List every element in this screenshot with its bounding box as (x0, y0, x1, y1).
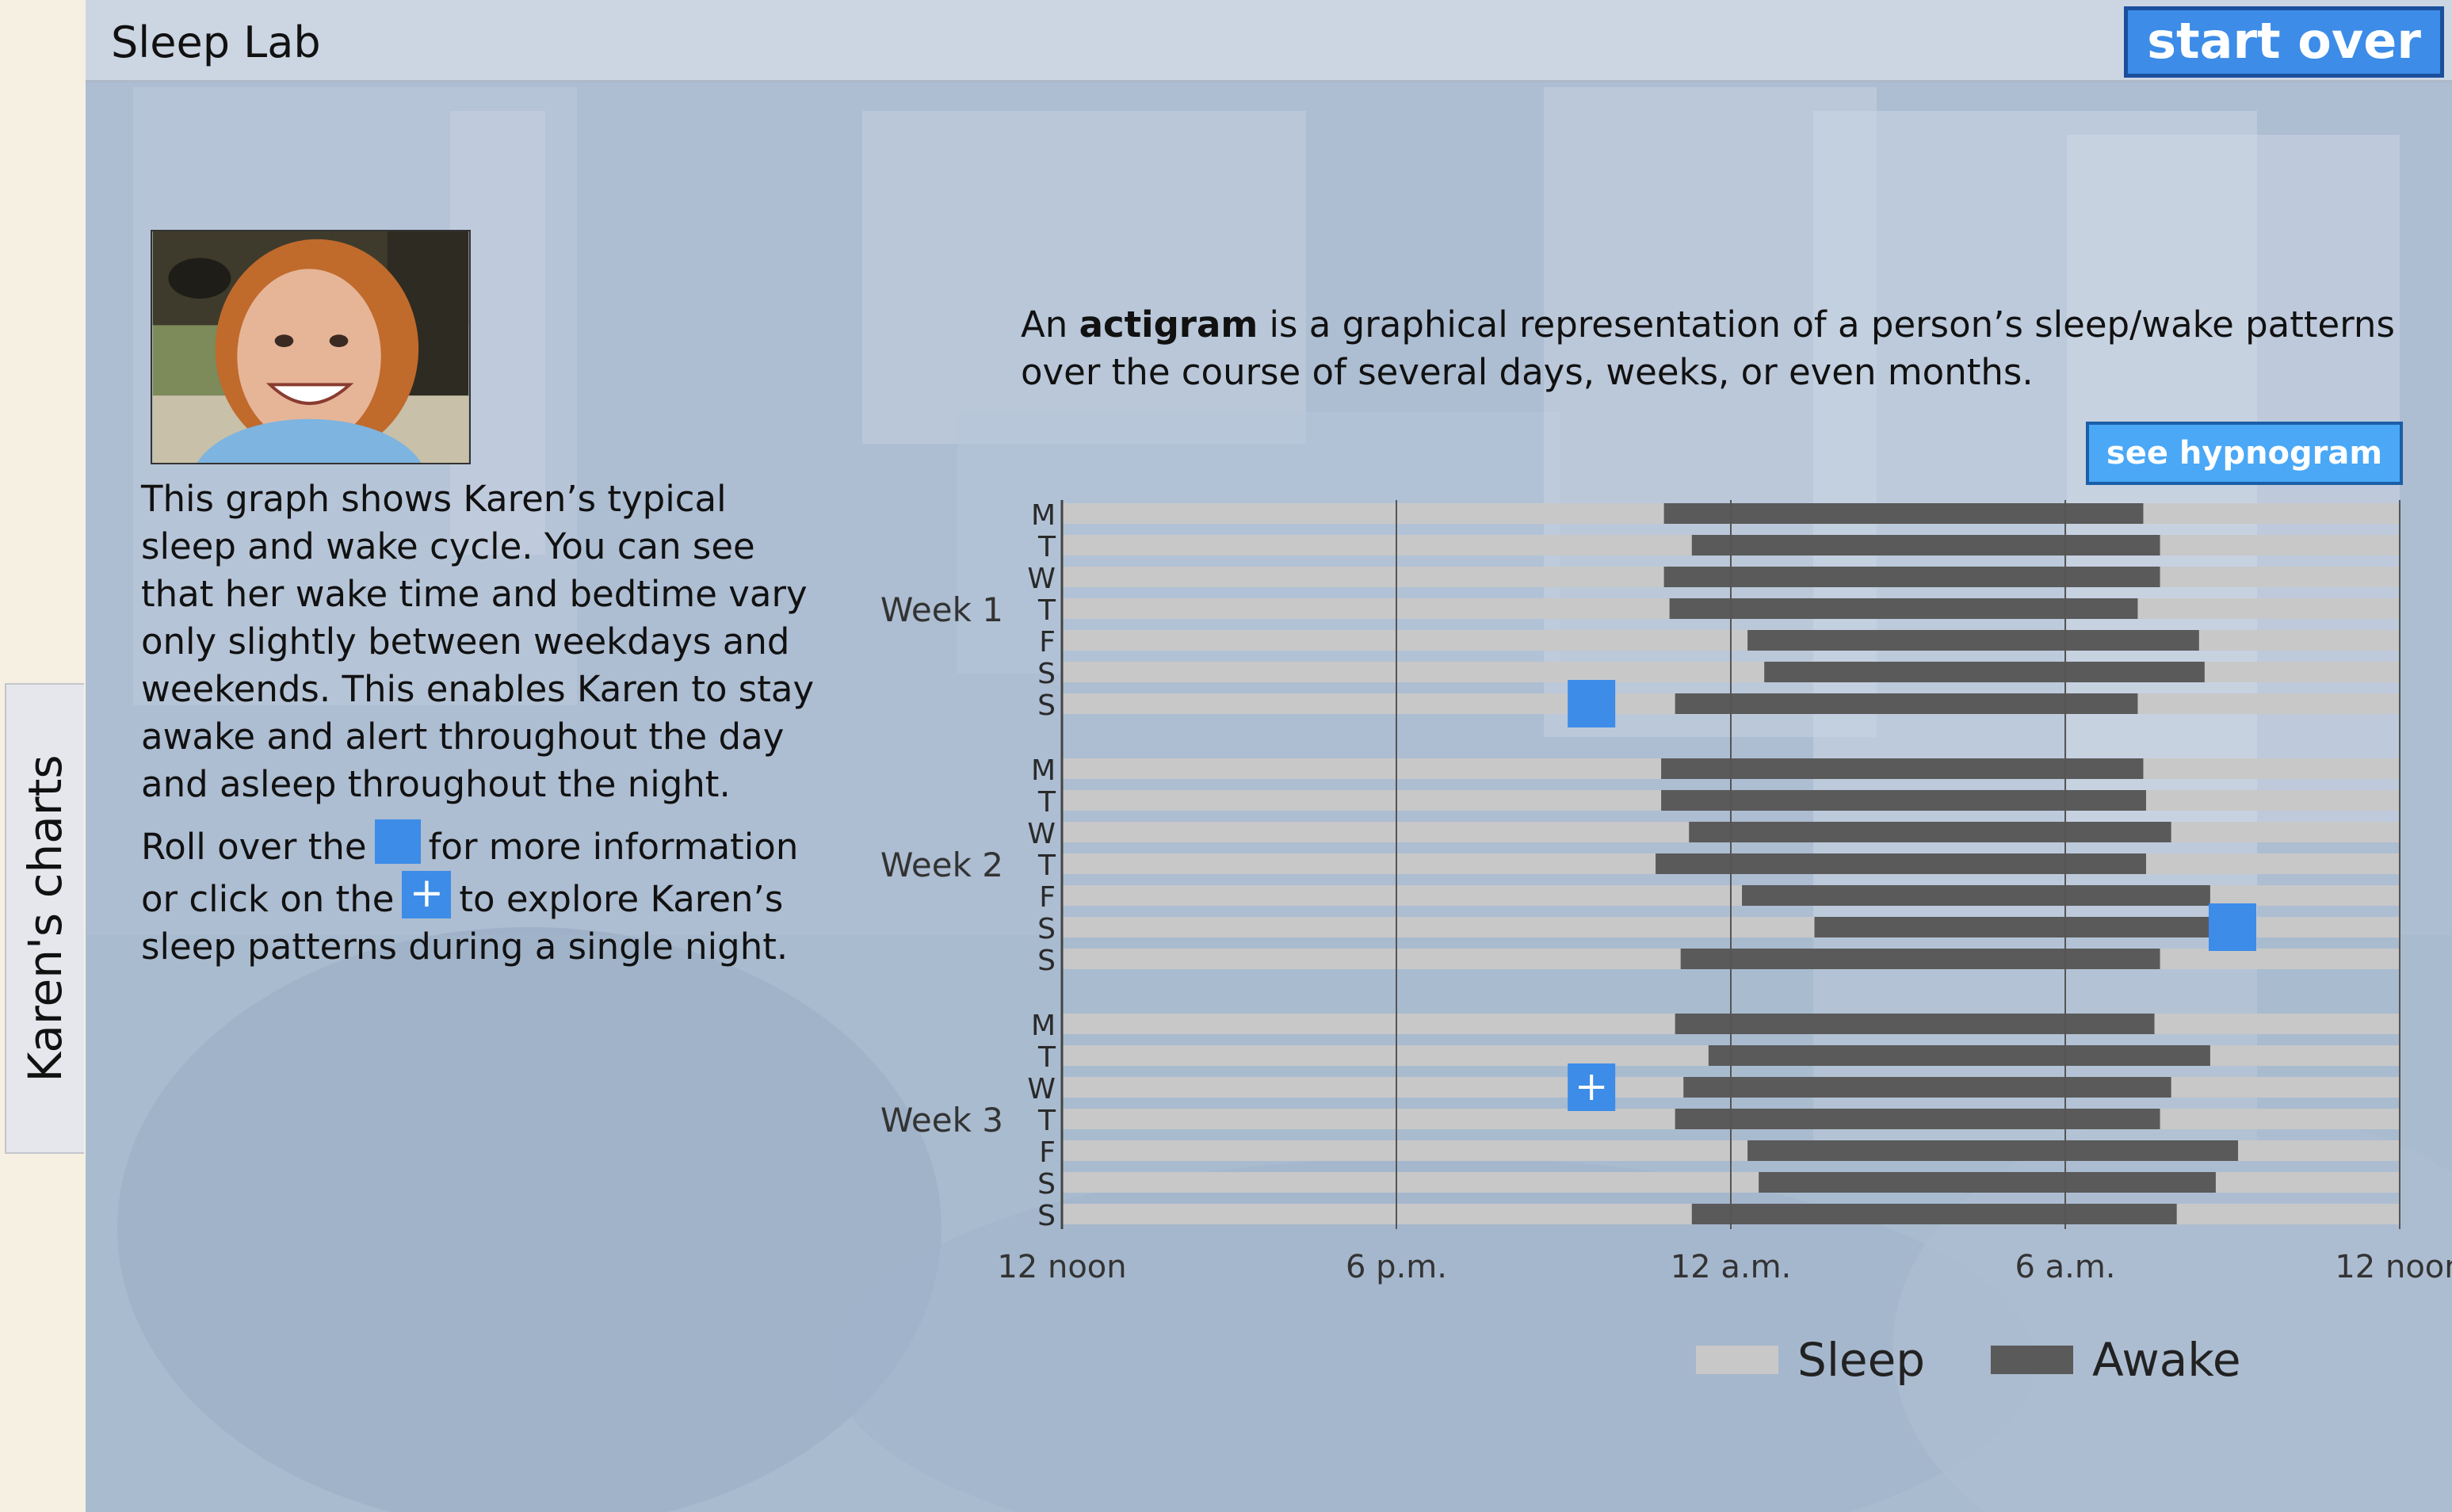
awake-bar (1708, 1045, 2210, 1066)
awake-bar (1747, 1140, 2239, 1161)
start-over-button[interactable]: start over (2124, 6, 2444, 78)
rollover-instructions: Roll over the for more information or cli… (141, 819, 823, 971)
x-tick-label: 12 a.m. (1671, 1249, 1792, 1285)
day-label: F (1039, 881, 1056, 914)
day-label: S (1037, 945, 1056, 977)
awake-bar (1680, 949, 2160, 969)
day-label: T (1037, 531, 1056, 563)
awake-bar (1764, 662, 2205, 682)
x-tick-label: 6 a.m. (2015, 1249, 2115, 1285)
awake-bar (1759, 1172, 2216, 1193)
awake-bar (1691, 535, 2160, 556)
blue-square-marker[interactable] (2209, 903, 2256, 951)
awake-bar (1675, 1014, 2155, 1034)
day-label: W (1027, 1073, 1056, 1105)
plus-icon: + (402, 871, 452, 918)
x-tick-label: 12 noon (2335, 1249, 2452, 1285)
day-label: T (1037, 850, 1056, 882)
app-title: Sleep Lab (111, 17, 321, 67)
see-hypnogram-button[interactable]: see hypnogram (2086, 422, 2403, 485)
day-label: T (1037, 594, 1056, 627)
awake-bar (1683, 1077, 2171, 1098)
rollover-text-b: for more information or click on the (141, 826, 799, 920)
awake-bar (1689, 822, 2171, 842)
day-label: F (1039, 626, 1056, 659)
awake-bar (1661, 758, 2144, 779)
day-label: M (1031, 499, 1056, 532)
actigram-intro: An actigram is a graphical representatio… (1021, 301, 2416, 396)
intro-suffix: is a graphical representation of a perso… (1021, 304, 2395, 393)
karen-description: This graph shows Karen’s typical sleep a… (141, 475, 823, 971)
day-label: S (1037, 1200, 1056, 1232)
day-label: M (1031, 754, 1056, 787)
awake-bar (1747, 630, 2199, 651)
awake-bar (1742, 885, 2210, 906)
week-label: Week 1 (880, 590, 1003, 629)
day-label: S (1037, 658, 1056, 690)
title-bar: Sleep Lab start over (86, 0, 2452, 82)
legend-sleep-swatch (1696, 1346, 1778, 1374)
sleep-lab-app: Sleep Lab start over This graph shows Ka… (86, 0, 2452, 1512)
description-main: This graph shows Karen’s typical sleep a… (141, 478, 815, 805)
day-label: T (1037, 1105, 1056, 1137)
day-label: F (1039, 1136, 1056, 1169)
day-label: W (1027, 818, 1056, 850)
side-tab-strip: Karen's charts (0, 0, 86, 1512)
intro-prefix: An (1021, 304, 1079, 346)
awake-bar (1675, 693, 2138, 714)
awake-bar (1675, 1109, 2160, 1129)
week-label: Week 3 (880, 1101, 1003, 1140)
karen-portrait (151, 230, 471, 464)
x-tick-label: 6 p.m. (1346, 1249, 1447, 1285)
awake-bar (1661, 790, 2146, 811)
awake-bar (1691, 1204, 2177, 1224)
awake-bar (1814, 917, 2216, 937)
awake-bar (1663, 503, 2144, 524)
awake-bar (1663, 567, 2160, 587)
day-label: S (1037, 913, 1056, 945)
blue-square-icon (374, 819, 421, 864)
legend-sleep-label: Sleep (1797, 1333, 1925, 1387)
day-label: T (1037, 1041, 1056, 1074)
day-label: T (1037, 786, 1056, 819)
rollover-text-c: to explore Karen’s sleep patterns during… (141, 878, 789, 968)
day-label: M (1031, 1010, 1056, 1042)
rollover-text-a: Roll over the (141, 826, 367, 868)
karens-charts-tab[interactable]: Karen's charts (5, 683, 84, 1154)
x-tick-label: 12 noon (997, 1249, 1126, 1285)
actigram-term: actigram (1079, 304, 1258, 346)
week-label: Week 2 (880, 846, 1003, 884)
day-label: W (1027, 563, 1056, 595)
day-label: S (1037, 1168, 1056, 1201)
awake-bar (1669, 598, 2138, 619)
legend-awake-label: Awake (2092, 1333, 2241, 1387)
blue-square-marker[interactable] (1568, 680, 1616, 727)
day-label: S (1037, 689, 1056, 722)
karens-charts-label: Karen's charts (18, 754, 72, 1082)
legend-awake-swatch (1991, 1346, 2073, 1374)
awake-bar (1656, 853, 2146, 874)
